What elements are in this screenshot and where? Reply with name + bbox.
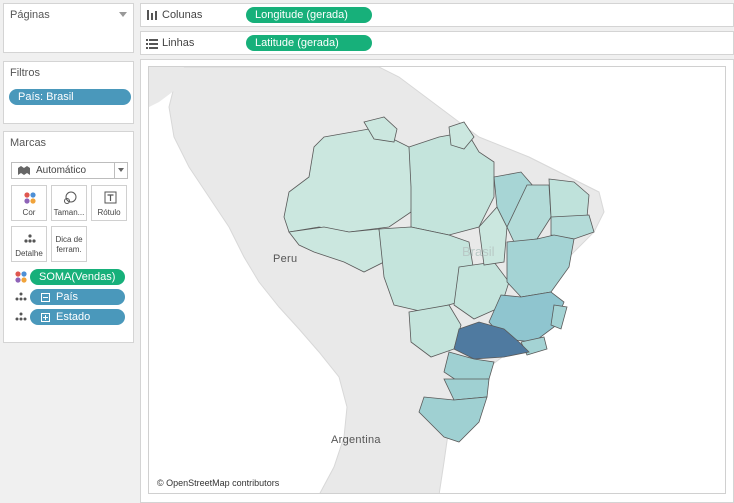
mark-type-label: Automático [36,165,87,176]
state-sao-paulo[interactable] [453,321,530,360]
map-svg[interactable]: Brasil [149,67,726,494]
columns-shelf-label: Colunas [162,9,203,21]
rows-shelf-label: Linhas [162,37,195,49]
label-button[interactable]: Rótulo [91,185,127,221]
map-label-brasil: Brasil [462,244,495,259]
collapse-icon[interactable] [41,293,50,302]
field-pill-country[interactable]: País [30,289,125,305]
size-button-label: Taman... [53,208,85,217]
detail-button-label: Detalhe [15,249,43,258]
columns-shelf[interactable]: Colunas Longitude (gerada) [140,3,734,27]
color-button-label: Cor [22,208,36,217]
expand-icon[interactable] [41,313,50,322]
field-pill-state[interactable]: Estado [30,309,125,325]
marks-card: Marcas Automático Cor Taman... Rótulo De… [3,131,134,343]
size-button[interactable]: Taman... [51,185,87,221]
state-roraima[interactable] [363,116,398,143]
pages-dropdown-icon[interactable] [119,12,127,17]
detail-button[interactable]: Detalhe [11,226,47,262]
chevron-down-icon[interactable] [114,163,127,178]
text-label-icon [104,191,117,204]
map-view: Brasil Peru Argentina © OpenStreetMap co… [140,59,734,503]
map-attribution: © OpenStreetMap contributors [157,478,280,488]
central-america-landmass [149,67,184,107]
color-field-icon [15,271,27,283]
detail-field-icon [15,312,27,321]
state-pernambuco-al-se[interactable] [550,214,595,240]
columns-icon [147,10,157,20]
rows-shelf[interactable]: Linhas Latitude (gerada) [140,31,734,55]
state-amapa[interactable] [448,121,475,150]
size-icon [64,191,77,204]
tooltip-button[interactable]: Dica de ferram. [51,226,87,262]
brazil-states[interactable] [283,116,595,443]
field-pill-state-label: Estado [56,311,91,323]
tooltip-button-label: Dica de ferram. [55,235,83,254]
rows-icon [146,39,158,49]
columns-pill-longitude[interactable]: Longitude (gerada) [246,7,372,23]
map-label-argentina: Argentina [331,434,381,446]
filter-pill-country[interactable]: País: Brasil [9,89,131,105]
filters-title: Filtros [10,67,40,79]
field-pill-country-label: País [56,291,79,303]
state-tocantins[interactable] [478,206,508,266]
field-pill-sales[interactable]: SOMA(Vendas) [30,269,125,285]
detail-field-icon [15,292,27,301]
color-icon [24,192,36,204]
rows-pill-latitude[interactable]: Latitude (gerada) [246,35,372,51]
filters-card: Filtros País: Brasil [3,61,134,124]
label-button-label: Rótulo [97,208,121,217]
state-acre-rondonia[interactable] [288,226,385,273]
detail-icon [24,234,36,243]
pages-title: Páginas [10,9,50,21]
map-canvas[interactable]: Brasil Peru Argentina © OpenStreetMap co… [148,66,726,494]
marks-title: Marcas [10,137,47,149]
automatic-mark-icon [18,166,30,175]
color-button[interactable]: Cor [11,185,47,221]
map-label-peru: Peru [273,253,298,265]
state-rio-grande-do-sul[interactable] [418,396,488,443]
state-espirito-santo[interactable] [550,304,568,330]
mark-type-select[interactable]: Automático [11,162,128,179]
pages-card: Páginas [3,3,134,53]
state-bahia[interactable] [506,234,575,298]
